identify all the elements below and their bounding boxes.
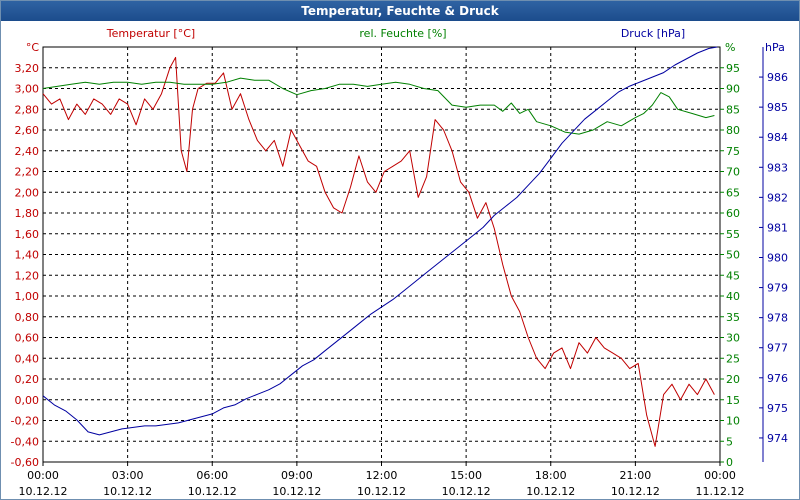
humidity-tick-label: 40 (726, 290, 740, 303)
humidity-tick-label: 10 (726, 415, 740, 428)
temperature-tick-label: 1,80 (15, 207, 40, 220)
pressure-tick-label: 978 (767, 312, 788, 325)
humidity-unit: % (725, 41, 735, 54)
temperature-unit: °C (26, 41, 40, 54)
pressure-tick-label: 982 (767, 191, 788, 204)
grid-lines (43, 47, 720, 463)
series-line-temperature (42, 56, 715, 447)
x-tick-date: 10.12.12 (19, 485, 68, 498)
x-tick-time: 03:00 (112, 469, 144, 482)
humidity-tick-label: 85 (726, 103, 740, 116)
pressure-tick-label: 981 (767, 221, 788, 234)
temperature-tick-label: 0,80 (15, 311, 40, 324)
pressure-tick-label: 976 (767, 372, 788, 385)
x-tick-time: 15:00 (450, 469, 482, 482)
temperature-tick-label: 2,40 (15, 145, 40, 158)
pressure-tick-label: 980 (767, 252, 788, 265)
temperature-tick-label: 0,00 (15, 394, 40, 407)
temperature-tick-label: 2,80 (15, 103, 40, 116)
humidity-tick-label: 55 (726, 228, 740, 241)
humidity-tick-label: 90 (726, 83, 740, 96)
pressure-tick-label: 984 (767, 131, 788, 144)
temperature-tick-label: -0,40 (11, 435, 39, 448)
humidity-tick-label: 30 (726, 332, 740, 345)
humidity-tick-label: 95 (726, 62, 740, 75)
pressure-tick-label: 975 (767, 402, 788, 415)
humidity-tick-label: 60 (726, 207, 740, 220)
x-tick-time: 12:00 (366, 469, 398, 482)
temperature-tick-label: -0,60 (11, 456, 39, 469)
temperature-tick-label: 2,00 (15, 186, 40, 199)
x-tick-time: 09:00 (281, 469, 313, 482)
pressure-tick-label: 986 (767, 71, 788, 84)
humidity-tick-label: 80 (726, 124, 740, 137)
tick-layer: -0,60 -0,40 -0,20 0,00 0,20 0,40 0,60 0,80 1,00 1… (11, 62, 788, 498)
humidity-tick-label: 5 (726, 435, 733, 448)
temperature-tick-label: 0,60 (15, 332, 40, 345)
pressure-axis-label: Druck [hPa] (621, 27, 685, 40)
temperature-tick-label: 2,20 (15, 166, 40, 179)
temperature-tick-label: 1,40 (15, 249, 40, 262)
humidity-tick-label: 35 (726, 311, 740, 324)
temperature-tick-label: 2,60 (15, 124, 40, 137)
temperature-axis-label: Temperatur [°C] (106, 27, 195, 40)
temperature-tick-label: 0,20 (15, 373, 40, 386)
x-tick-time: 18:00 (535, 469, 567, 482)
pressure-unit: hPa (765, 41, 785, 54)
chart-svg: -0,60 -0,40 -0,20 0,00 0,20 0,40 0,60 0,80 1,00 1… (1, 21, 799, 499)
temperature-tick-label: 3,00 (15, 83, 40, 96)
pressure-tick-label: 983 (767, 161, 788, 174)
pressure-tick-label: 977 (767, 342, 788, 355)
x-tick-date: 10.12.12 (188, 485, 237, 498)
window-title: Temperatur, Feuchte & Druck (1, 1, 799, 21)
humidity-tick-label: 25 (726, 352, 740, 365)
x-tick-date: 10.12.12 (103, 485, 152, 498)
x-tick-time: 00:00 (27, 469, 59, 482)
pressure-tick-label: 979 (767, 282, 788, 295)
humidity-tick-label: 20 (726, 373, 740, 386)
temperature-tick-label: 3,20 (15, 62, 40, 75)
x-tick-date: 10.12.12 (442, 485, 491, 498)
humidity-tick-label: 50 (726, 249, 740, 262)
pressure-tick-label: 985 (767, 101, 788, 114)
series-layer (42, 46, 718, 447)
x-tick-time: 21:00 (620, 469, 652, 482)
humidity-tick-label: 45 (726, 269, 740, 282)
temperature-tick-label: 1,60 (15, 228, 40, 241)
humidity-tick-label: 65 (726, 186, 740, 199)
chart-background (1, 21, 799, 499)
x-tick-date: 10.12.12 (272, 485, 321, 498)
x-tick-time: 00:00 (704, 469, 736, 482)
series-line-pressure (42, 46, 718, 436)
temperature-tick-label: 1,00 (15, 290, 40, 303)
humidity-tick-label: 75 (726, 145, 740, 158)
x-tick-date: 10.12.12 (526, 485, 575, 498)
x-tick-time: 06:00 (196, 469, 228, 482)
temperature-tick-label: -0,20 (11, 415, 39, 428)
pressure-tick-label: 974 (767, 432, 788, 445)
x-tick-date: 10.12.12 (357, 485, 406, 498)
series-line-humidity (42, 77, 715, 135)
humidity-axis-label: rel. Feuchte [%] (359, 27, 446, 40)
temperature-tick-label: 0,40 (15, 352, 40, 365)
x-tick-date: 10.12.12 (611, 485, 660, 498)
temperature-tick-label: 1,20 (15, 269, 40, 282)
x-tick-date: 11.12.12 (696, 485, 745, 498)
humidity-tick-label: 15 (726, 394, 740, 407)
humidity-tick-label: 70 (726, 166, 740, 179)
humidity-tick-label: 0 (726, 456, 733, 469)
